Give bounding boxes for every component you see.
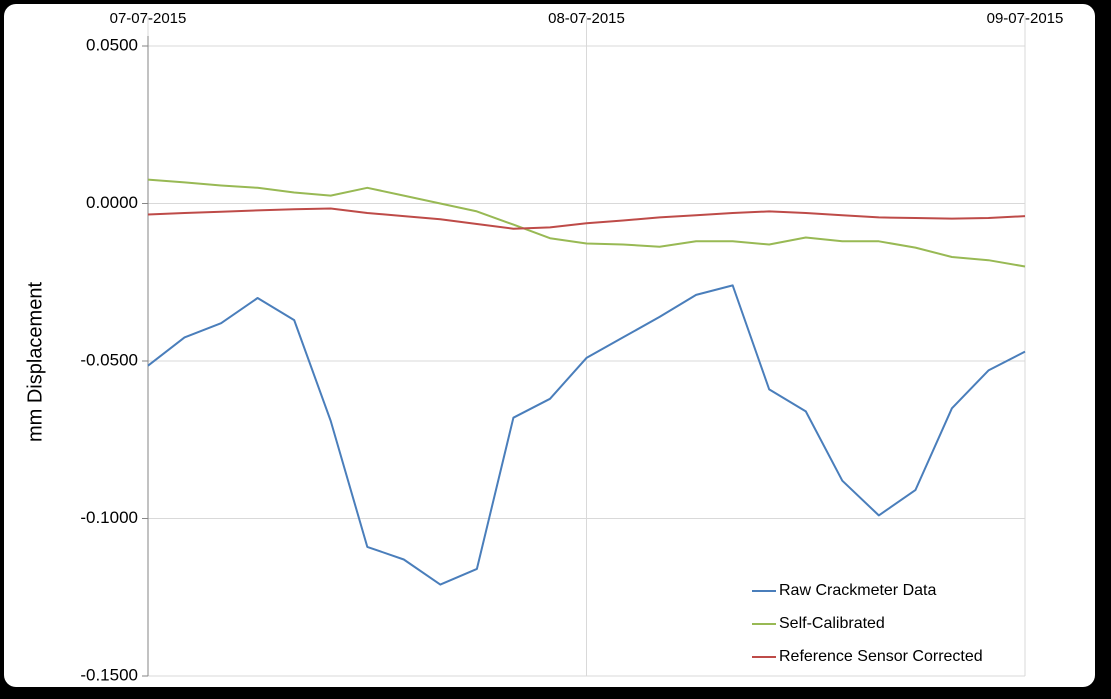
chart-background bbox=[4, 4, 1095, 687]
y-tick-label: -0.0500 bbox=[80, 350, 138, 369]
x-tick-label: 07-07-2015 bbox=[110, 10, 187, 27]
data-line bbox=[147, 207, 1026, 230]
y-tick-label: -0.1000 bbox=[80, 508, 138, 527]
data-line bbox=[147, 178, 1026, 268]
y-tick-label: -0.1500 bbox=[80, 665, 138, 684]
legend-label: Self-Calibrated bbox=[779, 615, 885, 632]
data-line bbox=[147, 284, 1026, 586]
y-tick-label: 0.0000 bbox=[86, 193, 138, 212]
x-tick-label: 08-07-2015 bbox=[548, 10, 625, 27]
y-tick-label: 0.0500 bbox=[86, 35, 138, 54]
x-tick-label: 09-07-2015 bbox=[987, 10, 1064, 27]
y-axis-label: mm Displacement bbox=[24, 282, 46, 442]
legend-label: Raw Crackmeter Data bbox=[779, 582, 936, 599]
legend-label: Reference Sensor Corrected bbox=[779, 648, 983, 665]
